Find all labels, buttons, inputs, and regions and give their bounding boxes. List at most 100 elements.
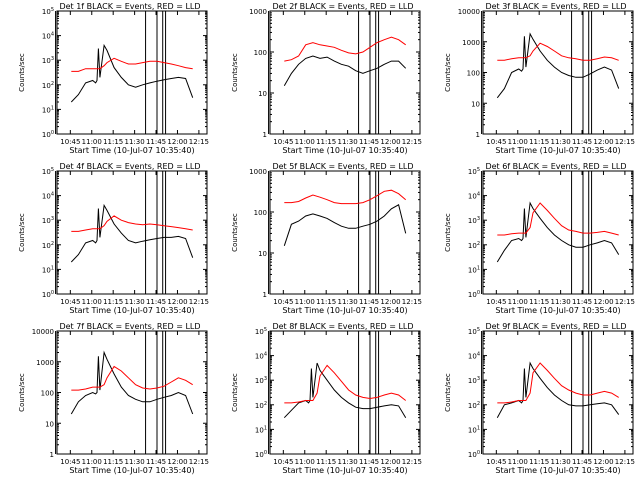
y-tick-label: 100 [467,70,480,78]
series-line-events [70,203,194,263]
x-axis-label: Start Time (10-Jul-07 10:35:40) [69,306,194,315]
series-line-lld [284,36,406,62]
chart-title: Det 3f BLACK = Events, RED = LLD [485,2,626,11]
y-tick-label: 104 [42,32,54,41]
x-tick-label: 11:45 [146,138,166,146]
series-line-events [496,361,620,418]
y-tick-label: 103 [468,376,480,385]
x-axis-label: Start Time (10-Jul-07 10:35:40) [495,466,620,475]
y-axis-label: Counts/sec [18,373,26,412]
y-tick-label: 101 [255,425,267,434]
y-axis-label: Counts/sec [231,373,239,412]
y-axis-label: Counts/sec [231,213,239,252]
plot-frame [482,330,634,455]
x-tick-label: 11:15 [103,458,123,466]
x-tick-label: 12:15 [402,298,422,306]
x-tick-label: 12:15 [402,458,422,466]
x-tick-label: 10:45 [486,458,506,466]
y-tick-label: 100 [254,49,267,57]
series-line-events [283,362,407,419]
y-tick-label: 100 [42,290,54,299]
y-tick-label: 1 [263,291,267,299]
series-line-events [496,32,620,99]
chart-title: Det 1f BLACK = Events, RED = LLD [59,2,200,11]
x-tick-label: 11:15 [529,138,549,146]
plot-frame [482,10,634,135]
x-tick-label: 12:00 [593,298,613,306]
x-tick-label: 11:30 [551,298,571,306]
chart-title: Det 2f BLACK = Events, RED = LLD [272,2,413,11]
x-tick-label: 11:00 [508,458,528,466]
series-line-lld [71,215,193,232]
x-tick-label: 11:15 [529,458,549,466]
y-tick-label: 1000 [36,359,54,367]
y-tick-label: 104 [468,192,480,201]
series-line-lld [497,202,619,236]
x-tick-label: 10:45 [273,458,293,466]
x-tick-label: 11:15 [103,138,123,146]
plot-frame [269,330,421,455]
x-tick-label: 11:15 [529,298,549,306]
y-axis-label: Counts/sec [231,53,239,92]
x-tick-label: 12:00 [380,138,400,146]
y-tick-label: 105 [468,167,480,176]
x-tick-label: 11:15 [316,298,336,306]
y-tick-label: 100 [42,130,54,139]
x-tick-label: 12:00 [593,458,613,466]
y-axis-label: Counts/sec [18,213,26,252]
plot-frame [56,170,208,295]
y-tick-label: 1000 [249,8,267,16]
x-tick-label: 11:00 [508,298,528,306]
y-tick-label: 103 [42,56,54,65]
y-tick-label: 102 [468,401,480,410]
y-tick-label: 102 [255,401,267,410]
series-line-lld [71,57,193,72]
x-tick-label: 11:30 [338,138,358,146]
y-axis-label: Counts/sec [444,213,452,252]
x-tick-label: 12:15 [615,138,635,146]
x-tick-label: 11:30 [125,138,145,146]
x-tick-label: 11:00 [508,138,528,146]
series-line-lld [284,189,407,205]
y-tick-label: 105 [255,327,267,336]
y-tick-label: 102 [468,241,480,250]
series-line-lld [71,365,193,391]
y-tick-label: 101 [42,105,54,114]
x-tick-label: 11:00 [295,458,315,466]
y-tick-label: 104 [255,352,267,361]
plot-frame [269,10,421,135]
series-line-lld [284,364,407,404]
series-line-events [70,43,194,103]
x-tick-label: 11:45 [359,298,379,306]
x-tick-label: 10:45 [60,298,80,306]
x-tick-label: 12:15 [402,138,422,146]
x-tick-label: 12:15 [189,458,209,466]
x-axis-label: Start Time (10-Jul-07 10:35:40) [69,146,194,155]
x-tick-label: 10:45 [273,298,293,306]
x-tick-label: 11:30 [125,458,145,466]
y-tick-label: 102 [42,81,54,90]
chart-title: Det 7f BLACK = Events, RED = LLD [59,322,200,331]
x-tick-label: 11:45 [359,138,379,146]
x-tick-label: 11:00 [82,458,102,466]
y-tick-label: 10 [45,420,54,428]
y-tick-label: 1 [263,131,267,139]
x-tick-label: 11:15 [103,298,123,306]
x-axis-label: Start Time (10-Jul-07 10:35:40) [495,146,620,155]
chart-title: Det 8f BLACK = Events, RED = LLD [272,322,413,331]
y-tick-label: 10000 [32,328,54,336]
series-line-lld [497,362,619,404]
x-tick-label: 12:15 [189,138,209,146]
y-tick-label: 100 [41,390,54,398]
x-tick-label: 12:00 [593,138,613,146]
x-tick-label: 11:30 [338,458,358,466]
y-tick-label: 102 [42,241,54,250]
chart-title: Det 5f BLACK = Events, RED = LLD [272,162,413,171]
